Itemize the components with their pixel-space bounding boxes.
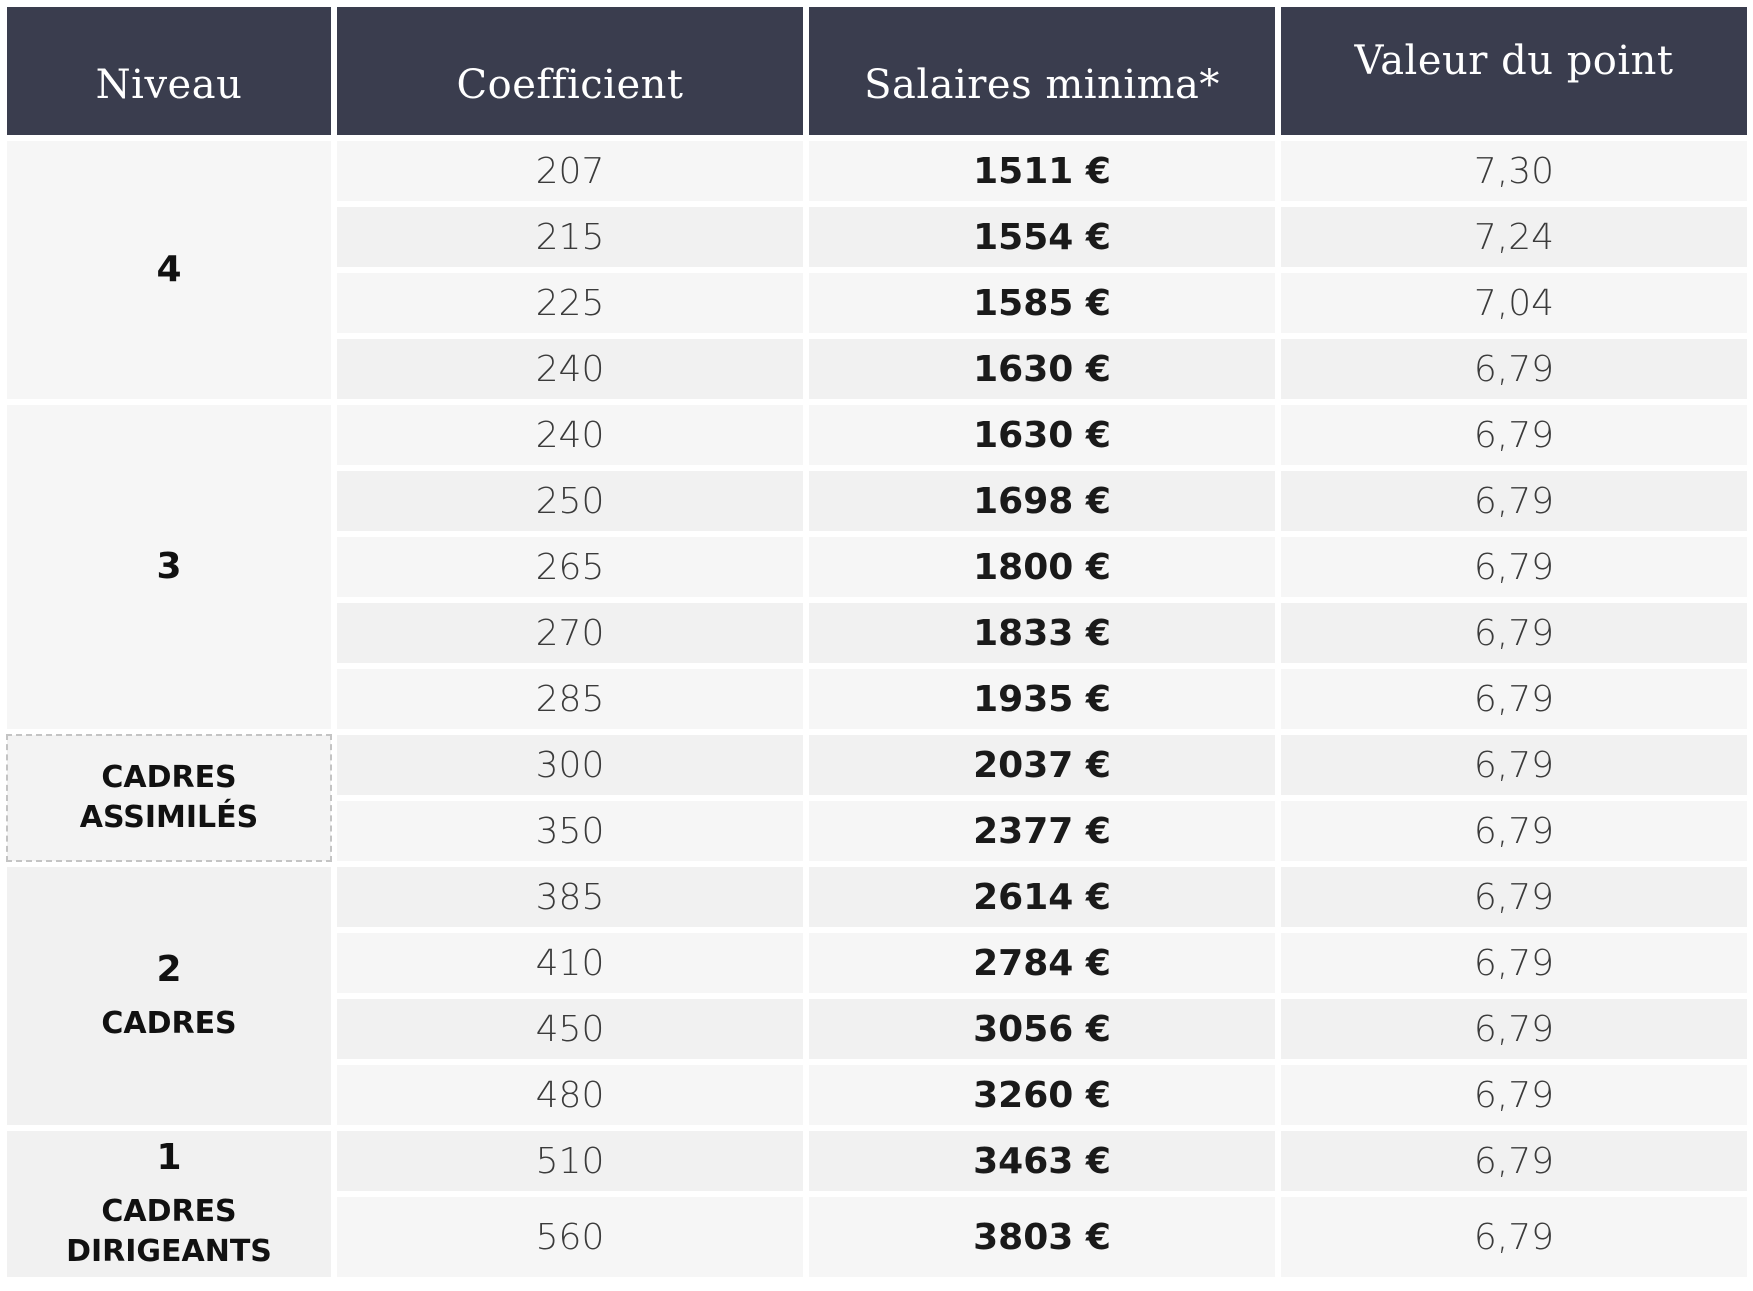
- salary-cell: 1935 €: [809, 669, 1275, 729]
- salary-cell: 1630 €: [809, 339, 1275, 399]
- point-value-cell: 6,79: [1281, 1065, 1747, 1125]
- level-1-cell: 1 CADRES DIRIGEANTS: [7, 1131, 331, 1277]
- salary-cell: 1630 €: [809, 405, 1275, 465]
- point-value-cell: 6,79: [1281, 471, 1747, 531]
- level-label: CADRES: [101, 1194, 237, 1229]
- coefficient-cell: 240: [337, 405, 803, 465]
- coefficient-cell: 350: [337, 801, 803, 861]
- coefficient-cell: 510: [337, 1131, 803, 1191]
- point-value-cell: 6,79: [1281, 735, 1747, 795]
- point-value-cell: 6,79: [1281, 1197, 1747, 1277]
- point-value-cell: 6,79: [1281, 339, 1747, 399]
- point-value-cell: 6,79: [1281, 537, 1747, 597]
- coefficient-cell: 240: [337, 339, 803, 399]
- level-label: DIRIGEANTS: [66, 1234, 272, 1269]
- table-row: 4 207 1511 € 7,30: [7, 141, 1747, 399]
- header-coefficient: Coefficient: [337, 7, 803, 135]
- table-row: 285 1935 € 6,79: [7, 669, 1747, 729]
- point-value-cell: 7,24: [1281, 207, 1747, 267]
- salary-cell: 2784 €: [809, 933, 1275, 993]
- salary-cell: 1585 €: [809, 273, 1275, 333]
- level-label: CADRES: [101, 1006, 237, 1041]
- point-value-cell: 6,79: [1281, 867, 1747, 927]
- table-row: 215 1554 € 7,24: [7, 207, 1747, 267]
- header-row: Niveau Coefficient Salaires minima* Vale…: [7, 7, 1747, 135]
- point-value-cell: 6,79: [1281, 603, 1747, 663]
- header-salaires-minima: Salaires minima*: [809, 7, 1275, 135]
- salary-cell: 2614 €: [809, 867, 1275, 927]
- table-row: 3 240 1630 € 6,79: [7, 405, 1747, 729]
- point-value-cell: 6,79: [1281, 669, 1747, 729]
- point-value-cell: 7,30: [1281, 141, 1747, 201]
- coefficient-cell: 410: [337, 933, 803, 993]
- salary-cell: 1833 €: [809, 603, 1275, 663]
- level-3-cell: 3: [7, 405, 331, 729]
- point-value-cell: 7,04: [1281, 273, 1747, 333]
- point-value-cell: 6,79: [1281, 933, 1747, 993]
- coefficient-cell: 270: [337, 603, 803, 663]
- coefficient-cell: 250: [337, 471, 803, 531]
- salary-cell: 2377 €: [809, 801, 1275, 861]
- salary-cell: 1800 €: [809, 537, 1275, 597]
- salary-cell: 3803 €: [809, 1197, 1275, 1277]
- header-valeur-du-point: Valeur du point: [1281, 7, 1747, 135]
- table-row: 225 1585 € 7,04: [7, 273, 1747, 333]
- header-niveau: Niveau: [7, 7, 331, 135]
- level-number: 2: [156, 949, 182, 990]
- salary-cell: 3463 €: [809, 1131, 1275, 1191]
- coefficient-cell: 385: [337, 867, 803, 927]
- salary-cell: 3260 €: [809, 1065, 1275, 1125]
- table-row: 270 1833 € 6,79: [7, 603, 1747, 663]
- salary-cell: 2037 €: [809, 735, 1275, 795]
- level-4-cell: 4: [7, 141, 331, 399]
- coefficient-cell: 207: [337, 141, 803, 201]
- coefficient-cell: 215: [337, 207, 803, 267]
- table-row: CADRES ASSIMILÉS 300 2037 € 6,79: [6, 734, 1747, 862]
- coefficient-cell: 285: [337, 669, 803, 729]
- level-cadres-assimiles-cell: CADRES ASSIMILÉS: [6, 734, 332, 862]
- table-row: 410 2784 € 6,79: [7, 933, 1747, 993]
- coefficient-cell: 480: [337, 1065, 803, 1125]
- table-row: 1 CADRES DIRIGEANTS 510 3463 € 6,79: [7, 1131, 1747, 1277]
- point-value-cell: 6,79: [1281, 405, 1747, 465]
- salary-cell: 1511 €: [809, 141, 1275, 201]
- salary-cell: 3056 €: [809, 999, 1275, 1059]
- coefficient-cell: 225: [337, 273, 803, 333]
- table-row: 265 1800 € 6,79: [7, 537, 1747, 597]
- level-label: CADRES: [101, 760, 237, 795]
- table-row: 450 3056 € 6,79: [7, 999, 1747, 1059]
- level-label: ASSIMILÉS: [79, 800, 259, 835]
- level-number: 1: [156, 1137, 182, 1178]
- point-value-cell: 6,79: [1281, 1131, 1747, 1191]
- table-row: 2 CADRES 385 2614 € 6,79: [7, 867, 1747, 1125]
- coefficient-cell: 300: [337, 735, 803, 795]
- table-row: 350 2377 € 6,79: [7, 801, 1747, 861]
- salary-cell: 1698 €: [809, 471, 1275, 531]
- coefficient-cell: 265: [337, 537, 803, 597]
- level-2-cell: 2 CADRES: [7, 867, 331, 1125]
- table-row: 250 1698 € 6,79: [7, 471, 1747, 531]
- point-value-cell: 6,79: [1281, 801, 1747, 861]
- level-number: 3: [156, 546, 182, 587]
- level-number: 4: [156, 249, 182, 290]
- salary-cell: 1554 €: [809, 207, 1275, 267]
- table-row: 560 3803 € 6,79: [7, 1197, 1747, 1277]
- coefficient-cell: 450: [337, 999, 803, 1059]
- point-value-cell: 6,79: [1281, 999, 1747, 1059]
- table-row: 480 3260 € 6,79: [7, 1065, 1747, 1125]
- table-row: 240 1630 € 6,79: [7, 339, 1747, 399]
- coefficient-cell: 560: [337, 1197, 803, 1277]
